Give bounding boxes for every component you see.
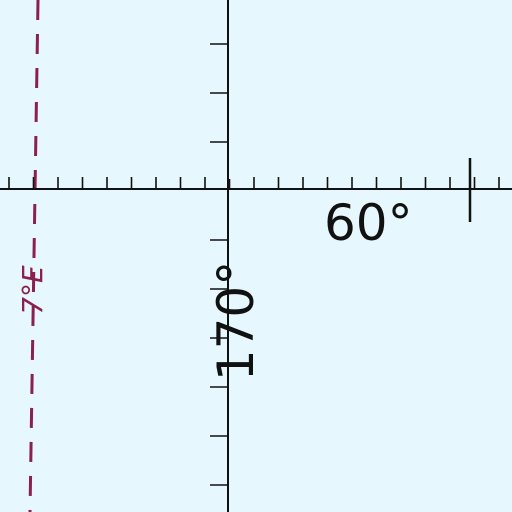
latitude-label: 60°	[324, 194, 413, 252]
isogonic-line	[28, 0, 40, 512]
isogonic-variation-label: 7°E	[15, 265, 49, 315]
longitude-label: 170°	[207, 260, 266, 382]
